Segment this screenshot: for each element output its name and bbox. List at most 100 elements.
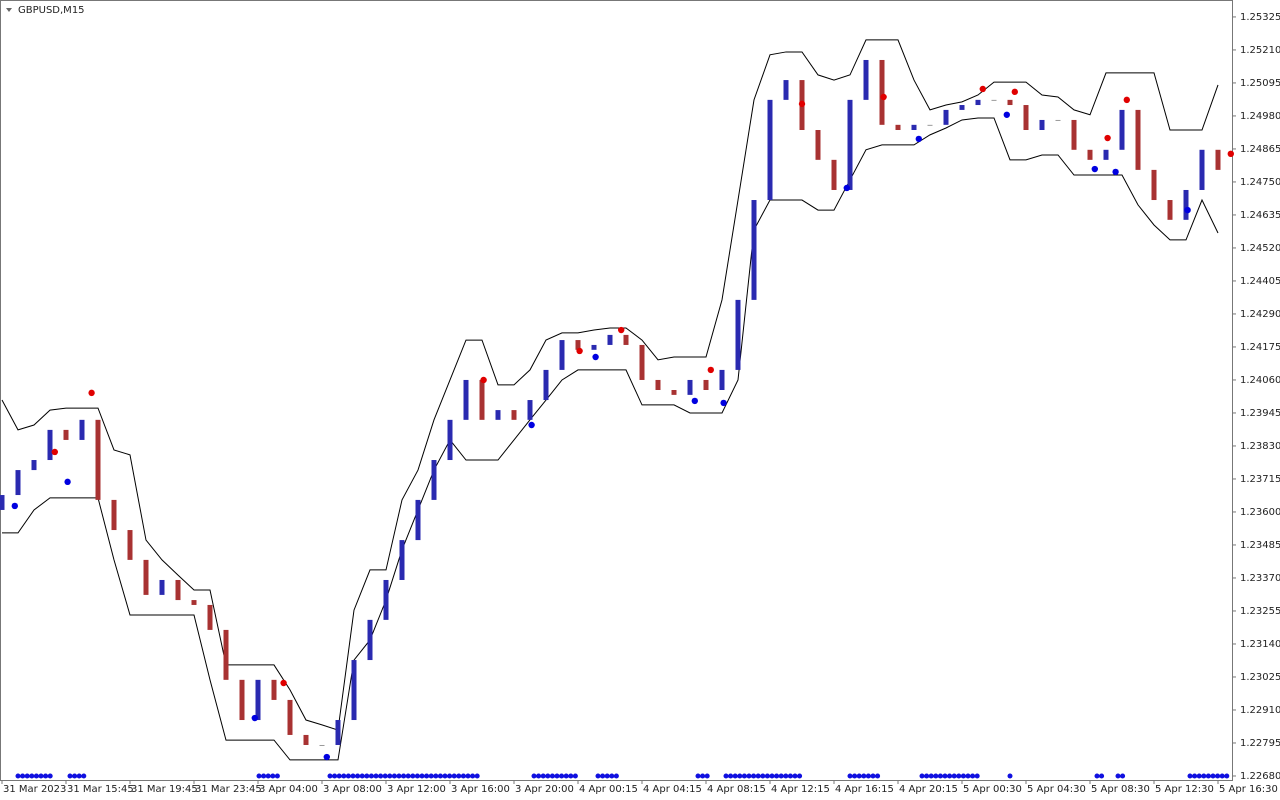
y-tick-label: 1.23140: [1240, 639, 1280, 650]
candle-body: [735, 299, 741, 370]
candle-body: [607, 334, 613, 345]
candle-body: [495, 410, 501, 420]
menu-triangle[interactable]: [6, 8, 12, 12]
y-tick-label: 1.24635: [1240, 210, 1280, 221]
signal-dot: [707, 366, 714, 374]
x-tick-label: 4 Apr 12:15: [771, 784, 830, 795]
candle-body: [79, 419, 85, 440]
channel-line: [2, 117, 1219, 761]
y-tick-label: 1.22795: [1240, 738, 1280, 749]
signal-dot: [280, 679, 287, 687]
candle-body: [1215, 149, 1221, 170]
signal-dot: [1227, 150, 1235, 158]
signal-dot: [51, 448, 58, 456]
x-tick-label: 31 Mar 15:45: [67, 784, 134, 795]
y-tick-label: 1.23945: [1240, 408, 1280, 419]
candle-body: [415, 499, 421, 541]
signal-dot: [11, 502, 18, 510]
x-tick-label: 31 Mar 2023: [3, 784, 66, 795]
candle-body: [559, 340, 565, 370]
candle-body: [783, 80, 789, 100]
channel-line: [1, 39, 1219, 731]
candle-body: [751, 200, 757, 300]
x-tick-label: 4 Apr 08:15: [707, 784, 766, 795]
candle-body: [15, 470, 21, 496]
y-tick-label: 1.22910: [1240, 705, 1280, 716]
signal-dot: [1104, 134, 1111, 142]
candle-body: [479, 379, 485, 420]
signal-dot: [576, 347, 583, 355]
candle-body: [703, 379, 709, 390]
y-tick-label: 1.23715: [1240, 474, 1280, 485]
candle-body: [383, 579, 389, 620]
candle-body: [1183, 189, 1189, 220]
signal-dot: [64, 478, 71, 486]
candle-body: [831, 159, 837, 190]
candle-body: [1007, 99, 1013, 106]
candle-body: [207, 604, 213, 630]
candle-body: [847, 99, 853, 190]
candle-body: [975, 99, 981, 106]
candle-body: [687, 379, 693, 395]
signal-dot: [691, 397, 698, 405]
signal-dot: [323, 753, 330, 761]
candle-body: [31, 460, 37, 471]
x-tick-label: 31 Mar 19:45: [131, 784, 198, 795]
chart-title: GBPUSD,M15: [18, 5, 85, 16]
signal-dot: [592, 353, 599, 361]
candle-body: [271, 679, 277, 700]
signal-dot: [1112, 168, 1119, 176]
candle-body: [591, 344, 597, 350]
signal-dot: [720, 399, 727, 407]
candle-body: [943, 109, 949, 125]
candle-body: [191, 600, 197, 605]
candle-body: [127, 530, 133, 560]
signal-dot: [979, 85, 986, 93]
candle-body: [767, 99, 773, 201]
candle-body: [1103, 149, 1109, 160]
candle-body: [1087, 149, 1093, 160]
signal-dot: [88, 389, 95, 397]
signal-dot: [480, 376, 487, 384]
candle-body: [239, 679, 245, 721]
candle-body: [527, 400, 533, 420]
candle-body: [111, 499, 117, 531]
candle-body: [0, 495, 5, 510]
y-tick-label: 1.23370: [1240, 573, 1280, 584]
candle-body: [719, 369, 725, 390]
x-tick-label: 5 Apr 16:30: [1219, 784, 1278, 795]
signal-dot: [1091, 165, 1099, 173]
candle-body: [543, 369, 549, 401]
signal-dot: [528, 421, 535, 429]
candle-body: [223, 629, 229, 680]
candle-body: [911, 124, 917, 130]
candle-body: [639, 344, 645, 380]
x-tick-label: 3 Apr 16:00: [451, 784, 510, 795]
candle-body: [1055, 119, 1061, 121]
y-tick-label: 1.24980: [1240, 111, 1280, 122]
x-tick-label: 5 Apr 00:30: [963, 784, 1022, 795]
y-tick-label: 1.24865: [1240, 144, 1280, 155]
y-tick-label: 1.22680: [1240, 771, 1280, 782]
y-tick-label: 1.23830: [1240, 441, 1280, 452]
candle-body: [319, 744, 325, 746]
candle-body: [1167, 200, 1173, 220]
candle-body: [1151, 169, 1157, 201]
candle-body: [143, 559, 149, 595]
signal-dot: [1011, 88, 1018, 96]
candle-body: [367, 619, 373, 661]
candle-body: [1199, 149, 1205, 190]
candle-body: [1071, 119, 1077, 150]
candle-body: [463, 379, 469, 420]
x-tick-label: 3 Apr 04:00: [259, 784, 318, 795]
candle-body: [431, 460, 437, 500]
y-tick-label: 1.24750: [1240, 177, 1280, 188]
x-tick-label: 4 Apr 00:15: [579, 784, 638, 795]
candle-body: [351, 660, 357, 721]
x-tick-label: 31 Mar 23:45: [195, 784, 262, 795]
signal-dot: [618, 326, 625, 334]
x-tick-label: 4 Apr 16:15: [835, 784, 894, 795]
signal-dot: [798, 100, 806, 108]
candle-body: [655, 379, 661, 390]
